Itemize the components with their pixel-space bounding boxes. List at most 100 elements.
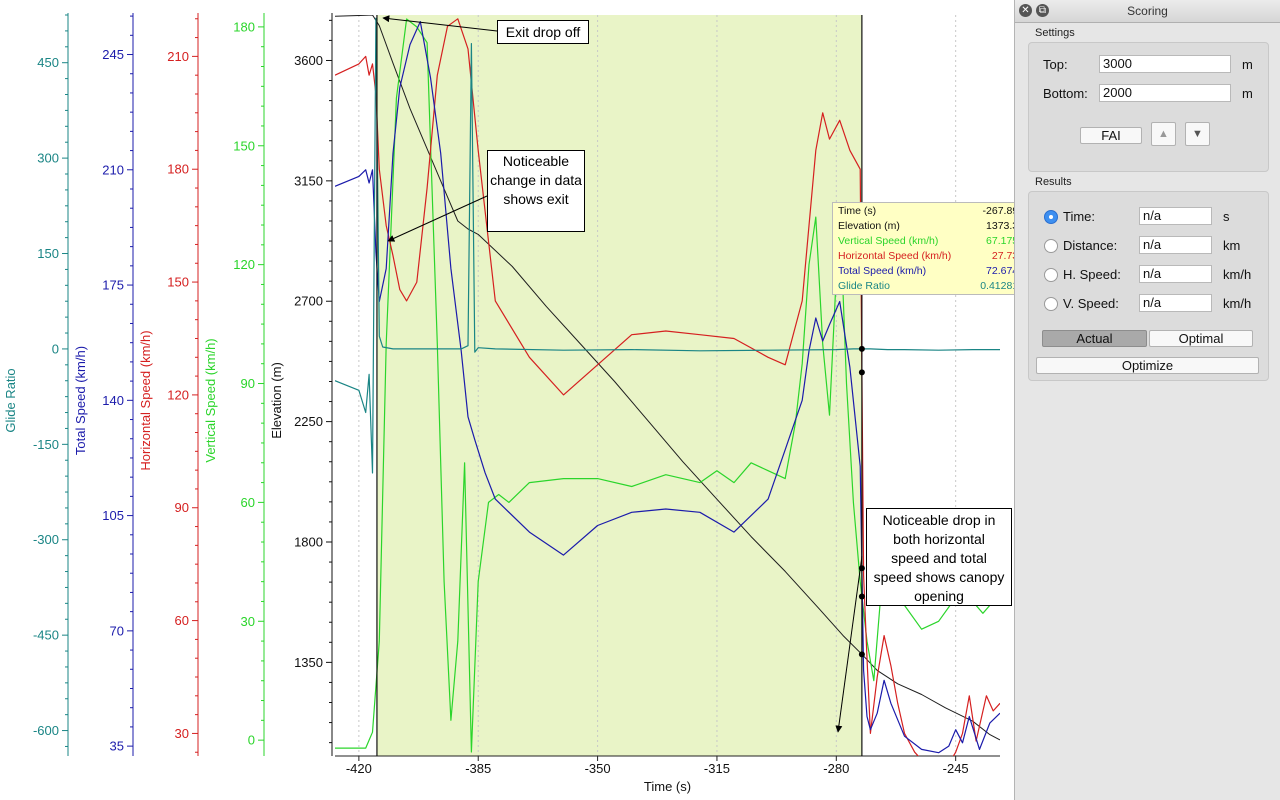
x-tick-label: -245 (943, 761, 969, 776)
tooltip-row-total-speed: Total Speed (km/h) 72.6747 (838, 264, 1024, 279)
y-tick-label: -300 (33, 532, 59, 547)
top-label: Top: (1043, 57, 1068, 72)
annotation-exit-drop-off: Exit drop off (497, 20, 589, 44)
y-tick-label: 3150 (294, 173, 323, 188)
tooltip-row-time: Time (s) -267.894 (838, 204, 1024, 219)
hover-tooltip: Time (s) -267.894 Elevation (m) 1373.39 … (832, 202, 1030, 295)
results-heading: Results (1035, 176, 1072, 188)
cursor-dot (858, 651, 865, 658)
settings-heading: Settings (1035, 27, 1075, 39)
y-tick-label: 70 (110, 623, 124, 638)
tooltip-row-horizontal-speed: Horizontal Speed (km/h) 27.731 (838, 249, 1024, 264)
y-tick-label: 180 (233, 19, 255, 34)
time-label: Time: (1063, 209, 1096, 224)
x-tick-label: -420 (346, 761, 372, 776)
arrow-exit-drop-off (382, 15, 498, 32)
y-axis-title: Total Speed (km/h) (73, 346, 88, 455)
time-result-field[interactable]: n/a (1139, 207, 1212, 225)
scoring-panel: ✕ ⧉ Scoring Settings Top: 3000 m Bottom:… (1014, 0, 1280, 800)
series-line-elevation (335, 15, 1000, 741)
tooltip-label: Horizontal Speed (km/h) (838, 250, 952, 262)
close-icon[interactable]: ✕ (1019, 4, 1032, 17)
tooltip-value: -267.894 (982, 205, 1024, 217)
y-tick-label: 180 (167, 162, 189, 177)
v-speed-result-field[interactable]: n/a (1139, 294, 1212, 312)
optimal-button[interactable]: Optimal (1149, 330, 1253, 347)
h-speed-unit: km/h (1223, 267, 1252, 282)
arrow-exit-change (387, 195, 488, 242)
distance-label: Distance: (1063, 238, 1118, 253)
time-unit: s (1223, 209, 1230, 224)
y-tick-label: 60 (241, 495, 255, 510)
cursor-dot (858, 369, 865, 376)
y-tick-label: -600 (33, 723, 59, 738)
x-tick-label: -350 (585, 761, 611, 776)
y-tick-label: 60 (175, 613, 189, 628)
v-speed-unit: km/h (1223, 296, 1252, 311)
y-tick-label: 30 (241, 614, 255, 629)
time-radio[interactable] (1044, 210, 1058, 224)
y-tick-label: 0 (248, 733, 255, 748)
y-tick-label: 210 (167, 49, 189, 64)
tooltip-value: 0.412812 (980, 280, 1024, 292)
y-tick-label: -450 (33, 628, 59, 643)
tooltip-row-elevation: Elevation (m) 1373.39 (838, 219, 1024, 234)
y-tick-label: 175 (102, 278, 124, 293)
y-axis-title: Elevation (m) (269, 362, 284, 439)
y-tick-label: 300 (37, 151, 59, 166)
y-tick-label: 90 (175, 500, 189, 515)
x-axis-title: Time (s) (644, 779, 691, 794)
y-tick-label: 150 (37, 246, 59, 261)
cursor-dot (858, 345, 865, 352)
series-line-horizontal-speed (335, 18, 1000, 756)
y-tick-label: 105 (102, 508, 124, 523)
down-button[interactable]: ▼ (1185, 122, 1210, 146)
y-tick-label: -150 (33, 437, 59, 452)
y-tick-label: 1350 (294, 655, 323, 670)
v-speed-radio[interactable] (1044, 297, 1058, 311)
y-tick-label: 3600 (294, 53, 323, 68)
actual-button[interactable]: Actual (1042, 330, 1147, 347)
arrow-canopy-opening (835, 555, 863, 733)
y-tick-label: 35 (110, 739, 124, 754)
tooltip-label: Glide Ratio (838, 280, 890, 292)
y-tick-label: 2700 (294, 294, 323, 309)
y-tick-label: 120 (167, 387, 189, 402)
bottom-label: Bottom: (1043, 86, 1088, 101)
tooltip-row-glide-ratio: Glide Ratio 0.412812 (838, 279, 1024, 294)
annotation-canopy-opening: Noticeable drop in both horizontal speed… (866, 508, 1012, 606)
tooltip-label: Time (s) (838, 205, 877, 217)
optimize-button[interactable]: Optimize (1036, 357, 1259, 374)
y-tick-label: 245 (102, 47, 124, 62)
h-speed-radio[interactable] (1044, 268, 1058, 282)
annotation-exit-change: Noticeable change in data shows exit (487, 150, 585, 232)
series-line-glide-ratio (335, 17, 1000, 474)
x-tick-label: -280 (823, 761, 849, 776)
up-button[interactable]: ▲ (1151, 122, 1176, 146)
distance-unit: km (1223, 238, 1241, 253)
y-tick-label: 0 (52, 341, 59, 356)
cursor-dot (858, 593, 865, 600)
distance-radio[interactable] (1044, 239, 1058, 253)
bottom-input[interactable]: 2000 (1099, 84, 1231, 102)
h-speed-result-field[interactable]: n/a (1139, 265, 1212, 283)
v-speed-label: V. Speed: (1063, 296, 1119, 311)
tooltip-row-vertical-speed: Vertical Speed (km/h) 67.1759 (838, 234, 1024, 249)
fai-button[interactable]: FAI (1080, 127, 1142, 144)
restore-icon[interactable]: ⧉ (1036, 4, 1049, 17)
y-tick-label: 210 (102, 162, 124, 177)
tooltip-label: Total Speed (km/h) (838, 265, 927, 277)
y-tick-label: 450 (37, 55, 59, 70)
distance-result-field[interactable]: n/a (1139, 236, 1212, 254)
top-unit: m (1242, 57, 1253, 72)
tooltip-label: Vertical Speed (km/h) (838, 235, 939, 247)
selected-range (376, 15, 862, 756)
y-tick-label: 120 (233, 257, 255, 272)
top-input[interactable]: 3000 (1099, 55, 1231, 73)
h-speed-label: H. Speed: (1063, 267, 1121, 282)
y-tick-label: 2250 (294, 414, 323, 429)
y-axis-title: Glide Ratio (3, 368, 18, 432)
panel-title: Scoring (1127, 4, 1168, 18)
x-tick-label: -315 (704, 761, 730, 776)
